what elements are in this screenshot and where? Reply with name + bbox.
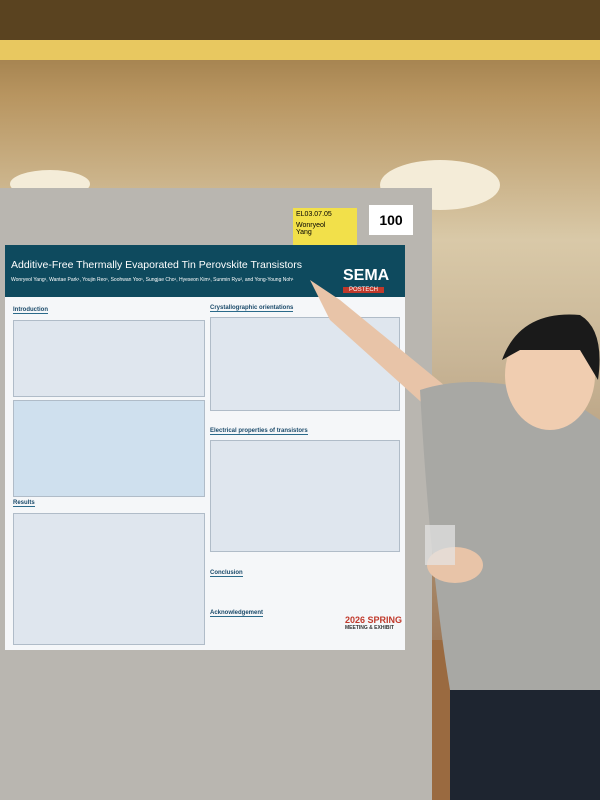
sign-name: Wonryeol [296, 222, 326, 229]
section-heading: Results [13, 500, 35, 507]
board-number: 100 [369, 205, 413, 235]
section-heading: Electrical properties of transistors [210, 428, 308, 435]
poster-header [5, 245, 405, 297]
sign-name: Yang [296, 229, 312, 236]
sign-code: EL03.07.05 [296, 211, 332, 218]
arm [310, 280, 450, 410]
cup [425, 525, 455, 565]
poster-authors: Wonryeol Yang¹, Wantae Park¹, Youjin Reo… [11, 277, 294, 283]
poster: Additive-Free Thermally Evaporated Tin P… [5, 245, 405, 650]
section-heading: Introduction [13, 307, 48, 314]
event-year: 2026 [345, 615, 366, 625]
ceiling-light-band [0, 40, 600, 60]
logo-institution: POSTECH [343, 287, 385, 293]
section-heading: Acknowledgement [210, 610, 264, 617]
pants [450, 690, 600, 800]
figure [210, 440, 400, 552]
person [310, 280, 600, 800]
figure [13, 400, 205, 497]
section-heading: Crystallographic orientations [210, 305, 294, 312]
section-heading: Conclusion [210, 570, 243, 577]
event-name: SPRING [367, 615, 403, 625]
figure [13, 513, 205, 645]
logo: SEMA [343, 267, 390, 284]
hair [502, 314, 600, 380]
shirt [420, 382, 600, 690]
figure [13, 320, 205, 397]
event-subtitle: MEETING & EXHIBIT [345, 625, 394, 631]
event-logo: 2026 SPRING MEETING & EXHIBIT [345, 615, 402, 631]
poster-title: Additive-Free Thermally Evaporated Tin P… [11, 259, 303, 271]
